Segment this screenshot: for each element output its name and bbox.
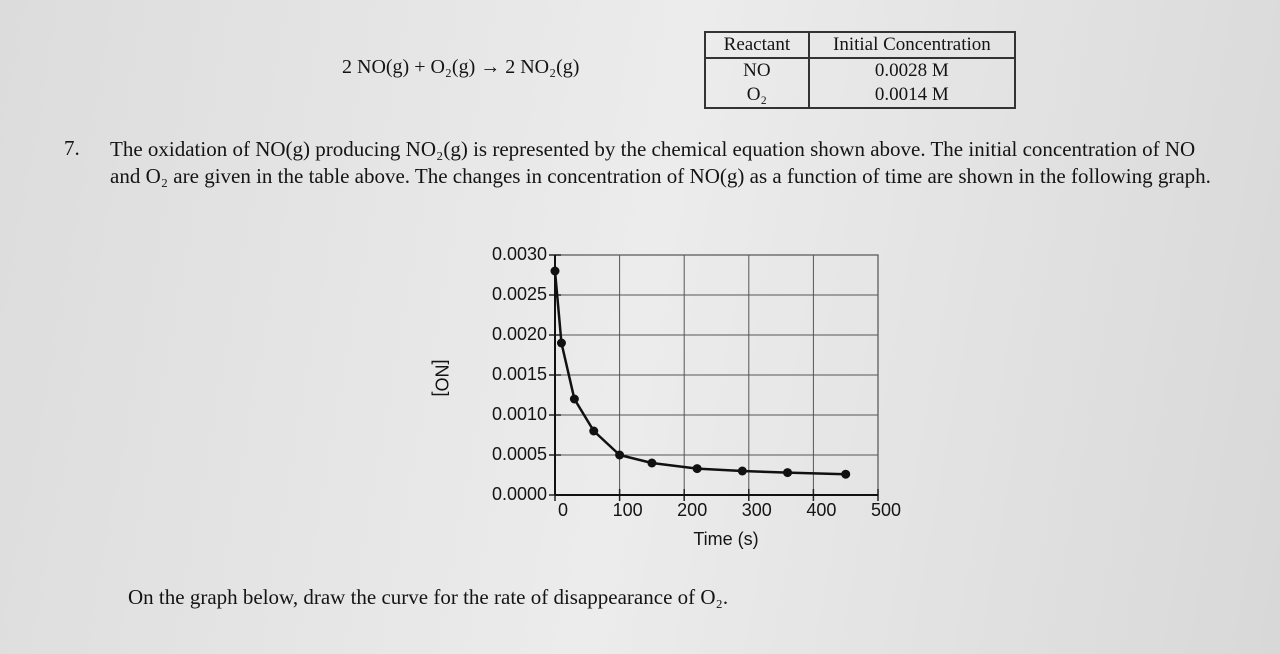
table-cell: NO	[704, 58, 810, 83]
x-tick-label: 100	[613, 500, 643, 520]
x-tick-label: 0	[558, 500, 568, 520]
data-line	[553, 270, 846, 476]
data-point	[841, 469, 851, 479]
data-point	[550, 266, 560, 276]
y-tick-label: 0.0030	[492, 244, 547, 264]
question-number: 7.	[64, 136, 80, 160]
table-header: Initial Concentration	[807, 31, 1017, 59]
data-point	[783, 468, 793, 478]
y-axis-label: [NO]	[431, 359, 451, 396]
table-cell: 0.0014 M	[807, 83, 1017, 109]
equation: 2 NO(g) + O₂(g) → 2 NO₂(g)	[342, 56, 580, 78]
data-point	[589, 426, 599, 436]
x-tick-label: 300	[742, 500, 772, 520]
y-tick-label: 0.0005	[492, 444, 547, 464]
instruction: On the graph below, draw the curve for t…	[128, 585, 729, 609]
table-header: Reactant	[704, 31, 810, 59]
y-tick-label: 0.0020	[492, 324, 547, 344]
concentration-table: Reactant Initial Concentration NO 0.0028 M…	[704, 31, 1017, 109]
y-tick-label: 0.0000	[492, 484, 547, 504]
question-text: The oxidation of NO(g) producing NO₂(g) …	[110, 137, 1211, 188]
y-tick-label: 0.0015	[492, 364, 547, 384]
y-tick-label: 0.0010	[492, 404, 547, 424]
table-cell: 0.0028 M	[807, 58, 1017, 83]
data-point	[556, 338, 566, 348]
x-tick-label: 400	[806, 500, 836, 520]
table-cell: O₂	[704, 83, 810, 109]
data-point	[737, 466, 747, 476]
data-point	[647, 458, 657, 468]
data-point	[692, 464, 702, 474]
data-point	[569, 394, 579, 404]
data-point	[615, 450, 625, 460]
x-tick-label: 500	[871, 500, 901, 520]
y-tick-label: 0.0025	[492, 284, 547, 304]
x-tick-label: 200	[677, 500, 707, 520]
x-axis-label: Time (s)	[693, 529, 758, 549]
